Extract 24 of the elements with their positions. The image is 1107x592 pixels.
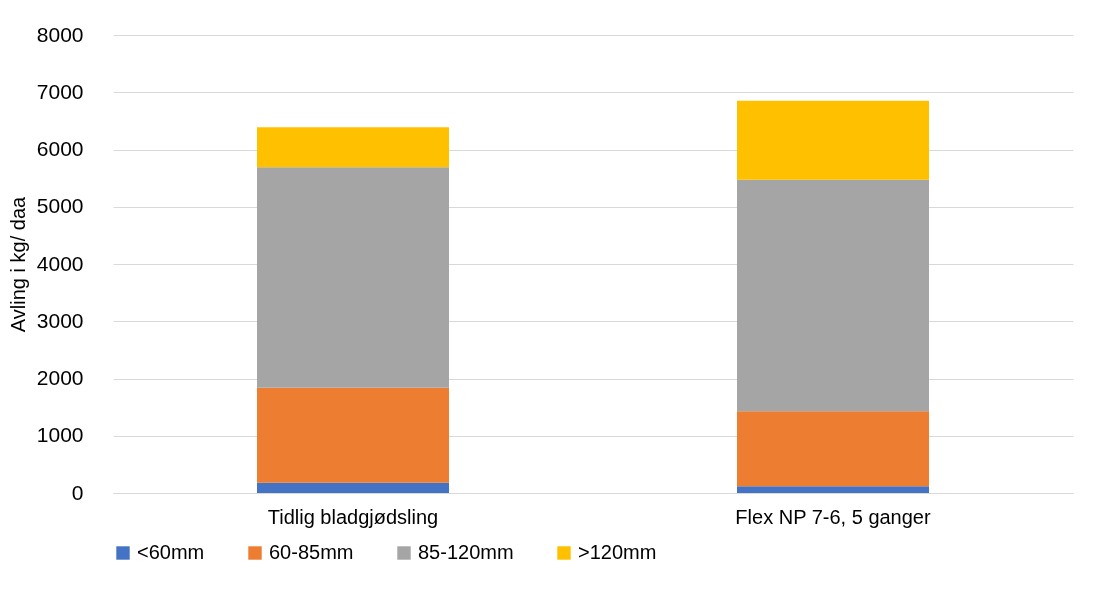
y-tick-label: 8000 (36, 22, 84, 46)
legend-label: <60mm (137, 541, 205, 563)
y-tick-label: 2000 (36, 366, 84, 389)
bar (257, 387, 449, 483)
y-tick-label: 6000 (36, 137, 84, 160)
bar (257, 167, 449, 388)
bar (257, 127, 449, 168)
x-tick-label: Tidlig bladgjødsling (267, 505, 439, 528)
bar (737, 179, 929, 412)
bar (737, 486, 929, 493)
bar (257, 482, 449, 493)
y-tick-label: 3000 (36, 308, 84, 332)
y-tick-label: 5000 (36, 194, 84, 218)
legend-label: >120mm (578, 541, 657, 563)
x-tick-label: Flex NP 7-6, 5 ganger (735, 505, 931, 528)
y-tick-label: 0 (71, 480, 84, 504)
y-axis-title: Avling i kg/ daa (6, 195, 29, 333)
y-tick-label: 7000 (36, 79, 84, 103)
y-tick-label: 1000 (36, 423, 84, 447)
bar (737, 100, 929, 180)
bar (737, 411, 929, 487)
legend-label: 60-85mm (269, 541, 354, 563)
legend-label: 85-120mm (418, 541, 514, 563)
y-tick-label: 4000 (36, 251, 84, 275)
